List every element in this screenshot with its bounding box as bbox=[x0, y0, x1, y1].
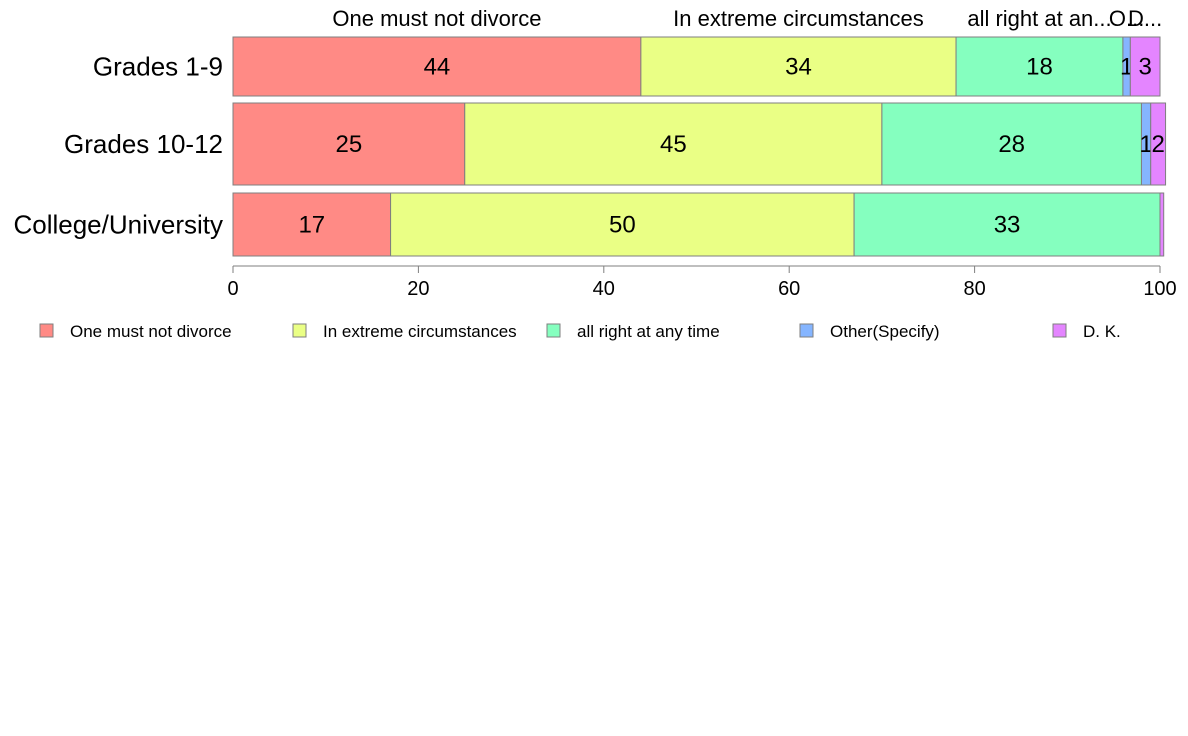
bar-segment-2-2 bbox=[853, 192, 1161, 257]
bar-segment-1-1 bbox=[464, 102, 883, 186]
legend-swatch-0 bbox=[39, 323, 54, 338]
value-label-1-1: 45 bbox=[660, 131, 687, 158]
x-tick-label-4: 80 bbox=[963, 278, 985, 300]
x-tick-label-5: 100 bbox=[1143, 278, 1176, 300]
x-axis: 0 20 40 60 80 100 bbox=[227, 265, 1177, 300]
value-label-2-0: 17 bbox=[298, 212, 325, 239]
bar-segment-0-1 bbox=[640, 36, 957, 97]
value-label-2-1: 50 bbox=[609, 212, 636, 239]
category-labels: Grades 1-9 Grades 10-12 College/University bbox=[13, 52, 223, 240]
series-header-4: D... bbox=[1128, 6, 1162, 31]
legend-label-0: One must not divorce bbox=[70, 322, 232, 341]
bar-segment-0-0 bbox=[232, 36, 642, 97]
series-header-labels: One must not divorce In extreme circumsta… bbox=[332, 6, 1162, 31]
legend-swatch-4 bbox=[1052, 323, 1067, 338]
bar-segment-1-4 bbox=[1150, 102, 1167, 186]
category-label-2: College/University bbox=[13, 210, 223, 240]
legend-label-4: D. K. bbox=[1083, 322, 1121, 341]
value-label-1-3: 1 bbox=[1139, 131, 1152, 158]
value-label-1-4: 2 bbox=[1151, 131, 1164, 158]
bar-segment-2-0 bbox=[232, 192, 392, 257]
bar-segment-2-1 bbox=[390, 192, 855, 257]
category-label-0: Grades 1-9 bbox=[93, 52, 223, 82]
bar-segment-2-4 bbox=[1159, 192, 1165, 257]
bar-segment-1-0 bbox=[232, 102, 466, 186]
category-label-1: Grades 10-12 bbox=[64, 129, 223, 159]
legend-label-3: Other(Specify) bbox=[830, 322, 940, 341]
x-tick-label-1: 20 bbox=[407, 278, 429, 300]
bar-segment-0-2 bbox=[955, 36, 1124, 97]
value-label-1-2: 28 bbox=[998, 131, 1025, 158]
bar-segment-1-2 bbox=[881, 102, 1142, 186]
series-header-2: all right at an... bbox=[967, 6, 1111, 31]
x-tick-label-0: 0 bbox=[227, 278, 238, 300]
x-tick-label-3: 60 bbox=[778, 278, 800, 300]
legend-swatch-2 bbox=[546, 323, 561, 338]
value-label-0-1: 34 bbox=[785, 54, 812, 81]
value-label-2-2: 33 bbox=[994, 212, 1021, 239]
value-label-0-0: 44 bbox=[424, 54, 451, 81]
legend-swatch-1 bbox=[292, 323, 307, 338]
legend-label-1: In extreme circumstances bbox=[323, 322, 517, 341]
series-header-3: O... bbox=[1109, 6, 1144, 31]
value-label-0-2: 18 bbox=[1026, 54, 1053, 81]
legend-label-2: all right at any time bbox=[577, 322, 720, 341]
legend: One must not divorce In extreme circumsta… bbox=[39, 322, 1121, 341]
series-header-1: In extreme circumstances bbox=[673, 6, 924, 31]
value-label-0-4: 3 bbox=[1138, 54, 1151, 81]
x-tick-label-2: 40 bbox=[593, 278, 615, 300]
value-label-1-0: 25 bbox=[336, 131, 363, 158]
bar-segment-0-4 bbox=[1129, 36, 1161, 97]
legend-swatch-3 bbox=[799, 323, 814, 338]
series-header-0: One must not divorce bbox=[332, 6, 541, 31]
